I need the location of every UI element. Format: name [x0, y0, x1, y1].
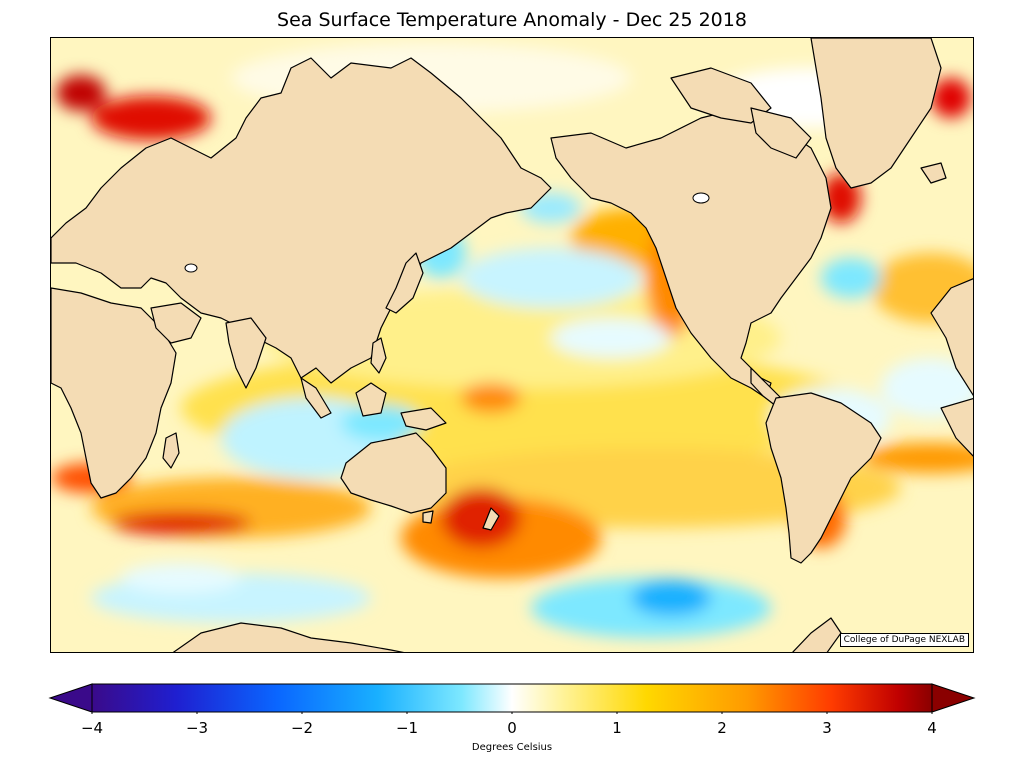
landmass-greenland: [810, 38, 942, 189]
colorbar-tick-label: −3: [185, 719, 209, 737]
landmass-australia: [340, 432, 447, 514]
landmass-baffin-island: [750, 107, 812, 159]
colorbar-tick-label: −1: [395, 719, 419, 737]
caspian-sea: [184, 263, 198, 273]
landmass-philippines: [370, 337, 387, 374]
colorbar-tick-label: 4: [927, 719, 937, 737]
colorbar-max-arrow: [931, 683, 976, 713]
landmass-sumatra: [300, 377, 332, 419]
colorbar: [48, 683, 976, 714]
colorbar-tick-label: 1: [612, 719, 622, 737]
colorbar-units-label: Degrees Celsius: [471, 742, 553, 753]
map-title: Sea Surface Temperature Anomaly - Dec 25…: [277, 9, 747, 31]
landmass-antarctic-peninsula: [792, 617, 842, 652]
colorbar-tick-label: −2: [290, 719, 314, 737]
landmass-africa: [51, 287, 177, 499]
colorbar-tick-label: 0: [507, 719, 517, 737]
colorbar-gradient: [91, 683, 933, 713]
colorbar-tick-label: 3: [822, 719, 832, 737]
landmass-eurasia: [51, 57, 552, 384]
landmass-africa-east: [940, 397, 973, 457]
landmass-new-guinea: [400, 407, 447, 431]
landmass-new-zealand: [482, 507, 500, 531]
landmass-japan: [385, 252, 424, 314]
colorbar-ticks: [91, 712, 933, 714]
landmass-borneo: [355, 382, 387, 417]
credit-label: College of DuPage NEXLAB: [839, 633, 969, 647]
landmass-antarctica: [172, 622, 405, 652]
landmass-madagascar: [162, 432, 180, 469]
landmass-india: [225, 317, 267, 389]
map-canvas: [51, 38, 973, 652]
landmass-iceland: [920, 162, 947, 184]
colorbar-min-arrow: [48, 683, 93, 713]
landmass-tasmania: [422, 510, 434, 524]
landmass-south-america: [765, 392, 882, 564]
colorbar-tick-label: 2: [717, 719, 727, 737]
colorbar-tick-label: −4: [80, 719, 104, 737]
sst-anomaly-map: College of DuPage NEXLAB: [50, 37, 974, 653]
land-masses: [51, 38, 973, 652]
lakes: [184, 192, 710, 273]
landmass-arabia: [150, 302, 202, 344]
landmass-europe-east: [930, 278, 973, 396]
hudson-bay: [692, 192, 710, 204]
